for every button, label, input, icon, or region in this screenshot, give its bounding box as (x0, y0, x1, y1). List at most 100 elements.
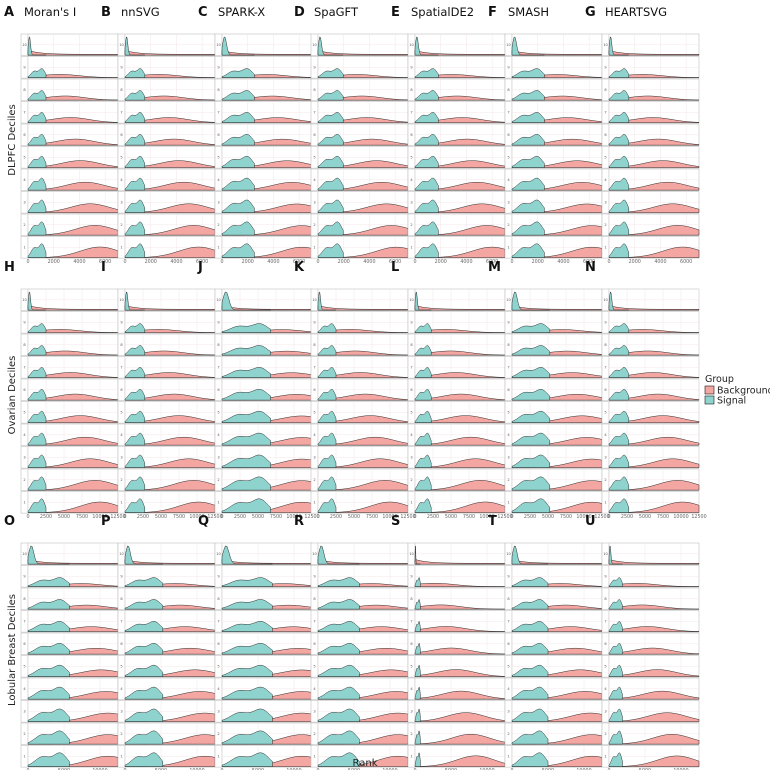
decile-label: 3 (313, 710, 315, 714)
legend-title: Group (705, 374, 734, 385)
panel-Q: Q109876543210500010000 (198, 514, 313, 770)
x-tick-label: 6000 (680, 259, 692, 265)
x-tick-label: 10000 (382, 768, 397, 770)
decile-label: 8 (410, 343, 413, 347)
signal-density (608, 599, 623, 610)
decile-label: 5 (410, 156, 412, 160)
signal-density (414, 476, 432, 491)
decile-label: 7 (507, 620, 509, 624)
y-axis-label-row-1: DLPFC Deciles (7, 104, 18, 175)
decile-label: 7 (120, 111, 122, 115)
signal-density (608, 621, 623, 632)
signal-density (414, 243, 439, 258)
decile-strip-6: 6 (601, 378, 700, 401)
decile-strip-2: 2 (117, 722, 216, 745)
decile-strip-7: 7 (601, 356, 700, 379)
decile-label: 2 (313, 223, 315, 227)
signal-density (221, 545, 273, 565)
signal-density (414, 599, 421, 610)
legend-swatch-background (704, 385, 715, 395)
signal-density (317, 643, 360, 655)
x-tick-label: 5000 (58, 514, 70, 520)
legend-swatch-signal (704, 395, 715, 405)
signal-density (511, 577, 549, 587)
decile-label: 6 (604, 133, 607, 137)
decile-label: 7 (410, 111, 412, 115)
decile-strip-4: 4 (407, 423, 506, 446)
decile-label: 6 (410, 642, 413, 646)
decile-strip-10: 10 (117, 542, 216, 565)
signal-density (511, 155, 545, 168)
decile-label: 5 (604, 156, 606, 160)
decile-label: 5 (23, 411, 25, 415)
signal-density (221, 36, 255, 56)
panel-letter: D (294, 5, 305, 20)
decile-strip-6: 6 (214, 378, 313, 401)
decile-strip-10: 10 (310, 33, 409, 56)
signal-density (317, 177, 344, 191)
decile-label: 6 (120, 388, 123, 392)
decile-label: 8 (217, 88, 220, 92)
decile-strip-8: 8 (310, 78, 409, 101)
panel-letter: O (4, 514, 15, 529)
decile-label: 8 (410, 597, 413, 601)
decile-label: 9 (410, 66, 413, 70)
decile-strip-4: 4 (407, 168, 506, 191)
decile-label: 2 (217, 478, 219, 482)
decile-label: 10 (312, 552, 317, 556)
background-density (511, 50, 603, 56)
decile-label: 8 (120, 88, 123, 92)
decile-strip-8: 8 (20, 78, 119, 101)
signal-density (608, 68, 630, 78)
decile-label: 10 (22, 43, 27, 47)
x-tick-label: 0 (607, 514, 610, 520)
signal-density (608, 752, 623, 767)
background-density (27, 305, 119, 311)
x-tick-label: 0 (316, 514, 319, 520)
decile-label: 4 (410, 178, 413, 182)
decile-label: 8 (23, 343, 26, 347)
x-tick-label: 0 (510, 259, 513, 265)
signal-density (221, 90, 255, 101)
signal-density (317, 599, 360, 610)
decile-strip-6: 6 (20, 378, 119, 401)
decile-label: 10 (506, 43, 511, 47)
signal-density (317, 498, 337, 513)
background-density (221, 50, 313, 56)
decile-label: 10 (119, 298, 124, 302)
decile-strip-6: 6 (117, 632, 216, 655)
decile-strip-3: 3 (601, 700, 700, 723)
decile-label: 6 (217, 388, 220, 392)
panel-title: SPARK-X (218, 5, 265, 19)
decile-strip-3: 3 (117, 191, 216, 214)
signal-density (414, 134, 439, 146)
x-tick-label: 2000 (338, 259, 350, 265)
decile-strip-1: 1 (117, 745, 216, 768)
x-tick-label: 5000 (445, 768, 457, 770)
x-tick-label: 10000 (286, 768, 301, 770)
panel-title: HEARTSVG (605, 5, 667, 19)
decile-strip-1: 1 (504, 236, 603, 259)
decile-label: 5 (120, 156, 122, 160)
decile-label: 2 (507, 223, 509, 227)
signal-density (124, 221, 146, 236)
decile-label: 4 (313, 178, 316, 182)
signal-density (511, 545, 548, 565)
decile-label: 10 (603, 43, 608, 47)
decile-strip-7: 7 (117, 610, 216, 633)
decile-label: 8 (313, 597, 316, 601)
decile-label: 10 (312, 43, 317, 47)
decile-strip-7: 7 (214, 101, 313, 124)
decile-label: 5 (23, 156, 25, 160)
signal-density (317, 243, 344, 258)
signal-density (608, 730, 623, 745)
decile-label: 1 (120, 246, 122, 250)
background-density (608, 559, 700, 565)
panel-letter: M (488, 260, 501, 275)
decile-strip-3: 3 (504, 191, 603, 214)
signal-density (221, 686, 273, 700)
background-density (608, 712, 700, 722)
decile-label: 1 (23, 755, 25, 759)
decile-strip-5: 5 (20, 146, 119, 169)
